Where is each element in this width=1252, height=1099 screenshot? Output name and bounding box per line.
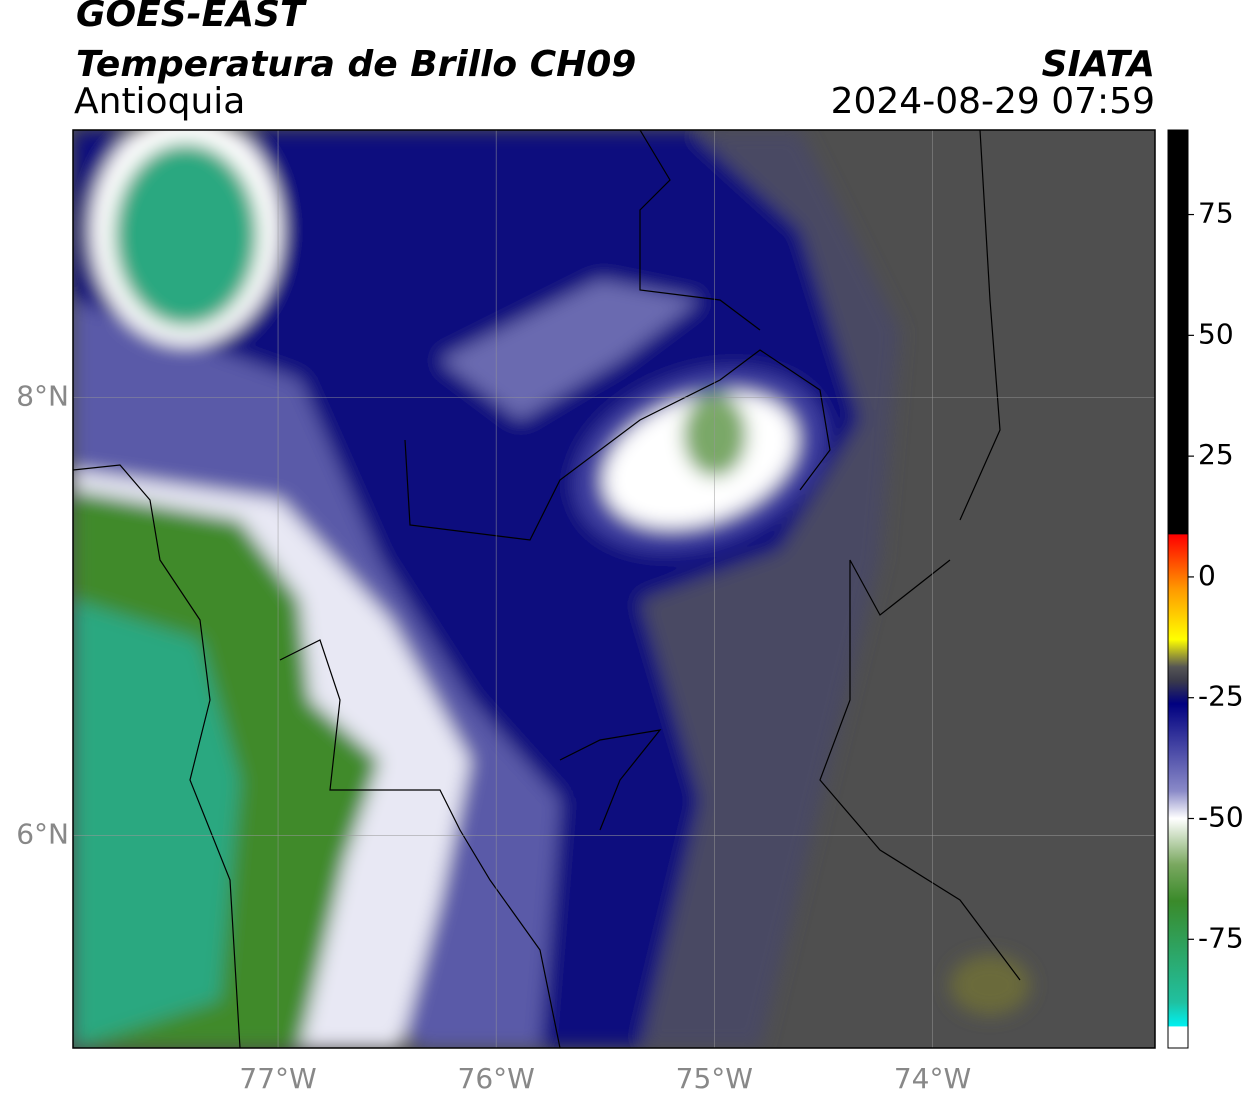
subtitle: Temperatura de Brillo CH09 bbox=[76, 44, 636, 85]
source: SIATA bbox=[1042, 44, 1155, 85]
y-tick-label: 8°N bbox=[16, 379, 69, 412]
colorbar-tick-label: -25 bbox=[1198, 680, 1244, 713]
colorbar-tick-label: 0 bbox=[1198, 559, 1216, 592]
region: Antioquia bbox=[74, 81, 245, 122]
x-tick-label: 75°W bbox=[676, 1062, 753, 1095]
x-tick-label: 76°W bbox=[458, 1062, 535, 1095]
x-tick-label: 74°W bbox=[894, 1062, 971, 1095]
colorbar bbox=[1167, 129, 1189, 1049]
colorbar-tick-label: 25 bbox=[1198, 438, 1234, 471]
title: GOES-EAST bbox=[76, 0, 307, 35]
timestamp: 2024-08-29 07:59 bbox=[831, 81, 1155, 122]
grid bbox=[73, 130, 1155, 1048]
colorbar-tick-label: 50 bbox=[1198, 317, 1234, 350]
colorbar-tick-label: -75 bbox=[1198, 921, 1244, 954]
x-tick-label: 77°W bbox=[239, 1062, 316, 1095]
map-frame bbox=[72, 129, 1156, 1049]
map-image bbox=[73, 130, 1155, 1048]
colorbar-tick-label: 75 bbox=[1198, 197, 1234, 230]
y-tick-label: 6°N bbox=[16, 817, 69, 850]
colorbar-tick-label: -50 bbox=[1198, 801, 1244, 834]
